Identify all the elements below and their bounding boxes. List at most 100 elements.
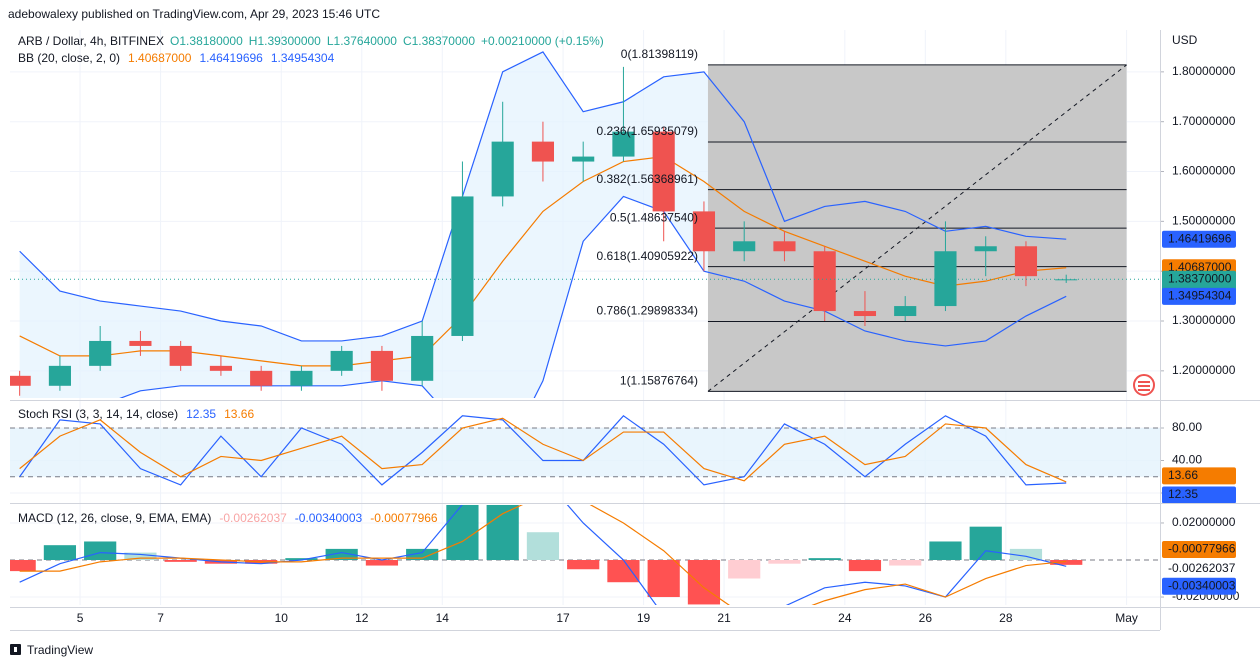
price-tag: [1162, 287, 1236, 305]
y-tick-label: 1.60000000: [1172, 164, 1236, 178]
y-tick-label: 40.00: [1172, 453, 1202, 467]
price-tag-label: 12.35: [1168, 487, 1198, 501]
histogram-bar: [848, 560, 882, 572]
x-tick-label: 7: [157, 611, 164, 625]
price-tag-label: 1.34954304: [1168, 288, 1232, 302]
line: [19, 51, 1067, 342]
fib-label: 0(1.81398119): [621, 47, 698, 61]
histogram-bar: [607, 560, 640, 583]
stoch-legend: Stoch RSI (3, 3, 14, 14, close) 12.35 13.6…: [18, 407, 254, 421]
histogram-bar: [124, 552, 157, 560]
y-tick-label: 1.30000000: [1172, 313, 1236, 327]
bb-legend: BB (20, close, 2, 0) 1.40687000 1.46419696…: [18, 51, 335, 65]
candle-body: [1014, 246, 1038, 277]
stoch-d: 13.66: [224, 407, 254, 421]
pane: [10, 415, 1160, 494]
candle-body: [813, 251, 836, 312]
x-tick-label: 5: [77, 611, 84, 625]
x-tick-label: 24: [838, 611, 852, 625]
candle-body: [10, 375, 31, 386]
histogram-bar: [687, 560, 721, 605]
price-tag-label: 1.40687000: [1168, 260, 1232, 274]
candle-body: [652, 131, 675, 212]
pane: [10, 51, 1160, 398]
x-tick-label: 14: [436, 611, 450, 625]
line: [19, 505, 1067, 605]
histogram-bar: [325, 548, 358, 560]
line: [19, 155, 1067, 367]
price-tag: [1162, 560, 1236, 578]
x-tick-label: 28: [999, 611, 1013, 625]
candle-body: [370, 350, 393, 381]
candle-body: [853, 311, 877, 317]
bb-basis: 1.40687000: [128, 51, 192, 65]
x-tick-label: May: [1115, 611, 1138, 625]
candle-body: [491, 141, 514, 197]
candle-body: [129, 340, 152, 346]
histogram-bar: [1009, 548, 1043, 560]
stoch-k: 12.35: [186, 407, 216, 421]
candle-body: [330, 350, 353, 371]
currency: USD: [1172, 33, 1198, 47]
candle-body: [531, 141, 555, 162]
histogram-bar: [43, 545, 77, 560]
bb-name: BB (20, close, 2, 0): [18, 51, 120, 65]
high: H1.39300000: [249, 34, 321, 48]
histogram-bar: [526, 532, 560, 560]
candle-body: [250, 370, 273, 386]
flag-icon: [1133, 374, 1155, 396]
price-tag: [1162, 540, 1236, 558]
pane: [10, 505, 1160, 605]
macd-line: -0.00340003: [295, 511, 363, 525]
price-tag: [1162, 577, 1236, 595]
y-tick-label: 1.70000000: [1172, 114, 1236, 128]
histogram-bar: [929, 541, 962, 560]
open: O1.38180000: [170, 34, 243, 48]
y-tick-label: 0.02000000: [1172, 515, 1236, 529]
x-tick-label: 21: [717, 611, 731, 625]
price-tag: [1162, 467, 1236, 485]
histogram-bar: [768, 560, 801, 564]
line: [19, 417, 1067, 483]
bb-upper: 1.46419696: [199, 51, 263, 65]
line: [19, 415, 1067, 486]
histogram-bar: [406, 548, 439, 560]
candle-body: [934, 251, 957, 307]
histogram-bar: [84, 541, 117, 560]
y-tick-label: 80.00: [1172, 420, 1202, 434]
price-tag: [1162, 230, 1236, 248]
footer: TradingView: [27, 643, 93, 657]
candle-body: [290, 370, 313, 386]
y-tick-label: 1.50000000: [1172, 214, 1236, 228]
y-tick-label: 1.20000000: [1172, 363, 1236, 377]
macd-signal: -0.00077966: [370, 511, 438, 525]
histogram-bar: [164, 560, 197, 562]
fib-label: 0.236(1.65935079): [597, 124, 698, 138]
candle-body: [773, 241, 796, 252]
histogram-bar: [647, 560, 680, 598]
fib-label: 0.5(1.48637540): [610, 210, 698, 224]
bb-lower: 1.34954304: [271, 51, 335, 65]
x-tick-label: 10: [275, 611, 289, 625]
macd-legend: MACD (12, 26, close, 9, EMA, EMA) -0.0026…: [18, 511, 438, 525]
y-tick-label: 1.80000000: [1172, 64, 1236, 78]
fib-label: 0.618(1.40905922): [597, 249, 698, 263]
price-tag: [1162, 486, 1236, 504]
macd-name: MACD (12, 26, close, 9, EMA, EMA): [18, 511, 211, 525]
histogram-bar: [969, 526, 1002, 560]
low: L1.37640000: [327, 34, 397, 48]
histogram-bar: [567, 560, 600, 570]
price-tag-label: -0.00077966: [1168, 542, 1236, 556]
footer-logo: [10, 644, 21, 655]
x-tick-label: 26: [919, 611, 933, 625]
x-tick-label: 17: [556, 611, 570, 625]
candle-body: [894, 306, 917, 317]
histogram-bar: [808, 558, 841, 560]
price-tag-label: 13.66: [1168, 468, 1198, 482]
fib-label: 1(1.15876764): [620, 374, 698, 388]
histogram-bar: [728, 560, 761, 579]
candle-body: [974, 246, 997, 252]
candle-body: [169, 345, 192, 366]
candle-body: [411, 335, 434, 381]
